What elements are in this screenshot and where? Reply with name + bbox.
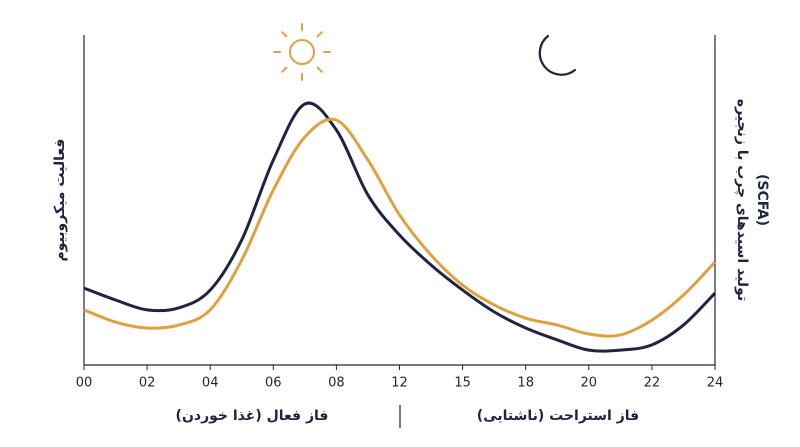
y-label-right: (SCFA) <box>754 174 770 226</box>
x-tick-label: 04 <box>202 376 219 391</box>
y-label-right: تولید اسیدهای چرب با زنجیره <box>734 99 750 301</box>
x-tick-label: 08 <box>328 376 345 391</box>
y-label-left: فعالیت میکروبیوم <box>52 139 68 262</box>
phase-label: فاز فعال (غذا خوردن) <box>176 408 329 424</box>
x-tick-label: 00 <box>76 376 93 391</box>
line <box>83 117 717 338</box>
x-tick-label: 12 <box>391 376 408 391</box>
moon-icon <box>538 34 577 76</box>
x-tick-label: 06 <box>265 376 282 391</box>
line <box>83 101 717 353</box>
x-tick-label: 02 <box>139 376 156 391</box>
sun-icon <box>273 23 331 81</box>
x-tick-label: 18 <box>517 376 534 391</box>
phase-label: فاز استراحت (ناشتایی) <box>477 408 639 424</box>
x-tick-label: 20 <box>581 376 598 391</box>
x-tick-label: 22 <box>644 376 661 391</box>
x-tick-label: 24 <box>707 376 724 391</box>
x-tick-label: 15 <box>454 376 471 391</box>
